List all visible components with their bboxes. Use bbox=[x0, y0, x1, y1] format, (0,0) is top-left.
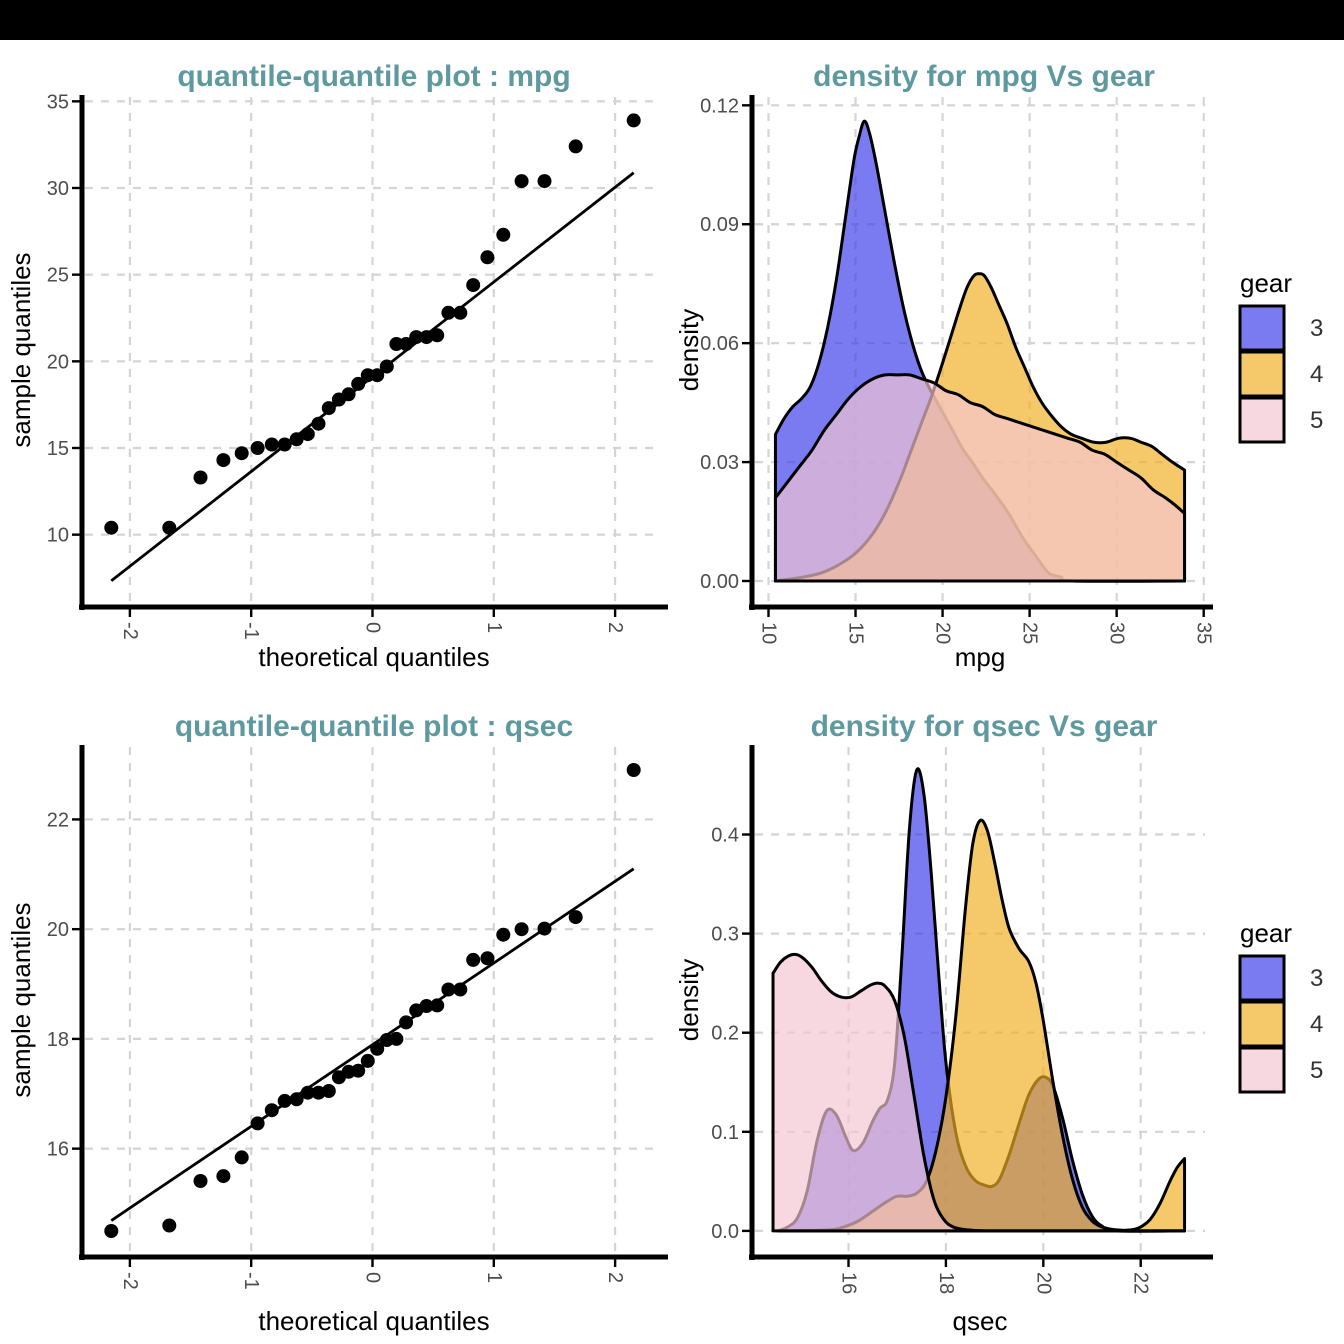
legend-swatch-gear3 bbox=[1238, 304, 1286, 352]
legend-swatch-gear4 bbox=[1238, 350, 1286, 398]
svg-text:30: 30 bbox=[47, 178, 69, 200]
svg-text:-2: -2 bbox=[119, 622, 141, 640]
plot-title: density for qsec Vs gear bbox=[811, 710, 1158, 743]
legend-title: gear bbox=[1240, 918, 1292, 948]
svg-text:18: 18 bbox=[47, 1029, 69, 1051]
svg-text:22: 22 bbox=[47, 809, 69, 831]
svg-text:20: 20 bbox=[47, 351, 69, 373]
density-mpg-plot: 10 15 20 25 30 350.000.030.060.090.12 density… bbox=[674, 60, 1323, 672]
plot-title: quantile-quantile plot : mpg bbox=[177, 60, 570, 93]
svg-text:10: 10 bbox=[758, 622, 780, 644]
svg-text:30: 30 bbox=[1106, 622, 1128, 644]
svg-text:16: 16 bbox=[838, 1272, 860, 1294]
svg-text:0.00: 0.00 bbox=[700, 571, 739, 593]
legend-swatch-gear4 bbox=[1238, 1000, 1286, 1048]
y-axis-title: density bbox=[674, 309, 704, 391]
svg-text:2: 2 bbox=[604, 1272, 626, 1283]
svg-text:15: 15 bbox=[845, 622, 867, 644]
svg-text:-2: -2 bbox=[119, 1272, 141, 1290]
svg-text:0.12: 0.12 bbox=[700, 95, 739, 117]
svg-text:18: 18 bbox=[935, 1272, 957, 1294]
svg-text:20: 20 bbox=[1032, 1272, 1054, 1294]
density-mpg-figure: 10 15 20 25 30 35 0.00 0.03 0.06 0.09 0.12 density… bbox=[672, 40, 1344, 694]
top-bar bbox=[0, 0, 1344, 40]
svg-text:25: 25 bbox=[47, 265, 69, 287]
svg-text:-1: -1 bbox=[240, 622, 262, 640]
svg-text:1: 1 bbox=[483, 1272, 505, 1283]
legend-label-gear5: 5 bbox=[1310, 1057, 1323, 1084]
legend-label-gear3: 3 bbox=[1310, 315, 1323, 342]
density-qsec-plot: 16 18 20 22 0.0 0.1 0.2 0.3 0.4 density for qsec… bbox=[674, 710, 1323, 1336]
y-axis-title: sample quantiles bbox=[6, 902, 36, 1097]
svg-text:1: 1 bbox=[483, 622, 505, 633]
plot-canvas: -2 -1 0 1 2 16 18 20 22 bbox=[47, 745, 668, 1290]
svg-text:20: 20 bbox=[932, 622, 954, 644]
qq-qsec-figure: -2 -1 0 1 2 16 18 20 22 quantile-quantile plot :… bbox=[0, 690, 672, 1344]
svg-text:0.0: 0.0 bbox=[711, 1221, 739, 1243]
plot-canvas: 16 18 20 22 0.0 0.1 0.2 0.3 0.4 bbox=[711, 745, 1213, 1294]
svg-text:35: 35 bbox=[1193, 622, 1215, 644]
svg-text:-1: -1 bbox=[240, 1272, 262, 1290]
svg-text:15: 15 bbox=[47, 438, 69, 460]
svg-text:16: 16 bbox=[47, 1139, 69, 1161]
svg-text:0.03: 0.03 bbox=[700, 452, 739, 474]
legend-label-gear3: 3 bbox=[1310, 965, 1323, 992]
x-axis-title: mpg bbox=[955, 642, 1006, 672]
svg-text:25: 25 bbox=[1019, 622, 1041, 644]
svg-text:0: 0 bbox=[362, 622, 384, 633]
legend-label-gear4: 4 bbox=[1310, 1011, 1323, 1038]
svg-text:0: 0 bbox=[362, 1272, 384, 1283]
legend: gear 3 4 5 bbox=[1238, 918, 1323, 1094]
x-axis-title: theoretical quantiles bbox=[258, 642, 489, 672]
plot-canvas: 10 15 20 25 30 35 0.00 0.03 0.06 0.09 0.12 bbox=[700, 95, 1215, 644]
svg-text:10: 10 bbox=[47, 525, 69, 547]
svg-text:20: 20 bbox=[47, 919, 69, 941]
plot-title: density for mpg Vs gear bbox=[813, 60, 1155, 93]
y-axis-title: sample quantiles bbox=[6, 252, 36, 447]
qq-mpg-plot: -2 -1 0 1 2 10 15 20 25 30 35 quantile-quantile pl… bbox=[6, 60, 668, 672]
x-axis-title: qsec bbox=[953, 1306, 1008, 1336]
svg-text:0.09: 0.09 bbox=[700, 214, 739, 236]
svg-text:35: 35 bbox=[47, 91, 69, 113]
svg-text:0.4: 0.4 bbox=[711, 825, 739, 847]
svg-text:22: 22 bbox=[1130, 1272, 1152, 1294]
svg-text:0.06: 0.06 bbox=[700, 333, 739, 355]
y-axis-title: density bbox=[674, 959, 704, 1041]
svg-text:0.3: 0.3 bbox=[711, 924, 739, 946]
plot-title: quantile-quantile plot : qsec bbox=[175, 710, 573, 743]
x-axis-title: theoretical quantiles bbox=[258, 1306, 489, 1336]
legend-label-gear4: 4 bbox=[1310, 361, 1323, 388]
density-qsec-figure: 16 18 20 22 0.0 0.1 0.2 0.3 0.4 density for qsec… bbox=[672, 690, 1344, 1344]
plot-canvas: -2 -1 0 1 2 10 15 20 25 30 35 bbox=[47, 91, 668, 640]
legend-swatch-gear5 bbox=[1238, 1046, 1286, 1094]
legend-label-gear5: 5 bbox=[1310, 407, 1323, 434]
legend-swatch-gear5 bbox=[1238, 396, 1286, 444]
legend: gear 3 4 5 bbox=[1238, 268, 1323, 444]
qq-qsec-plot: -2 -1 0 1 2 16 18 20 22 quantile-quantile plot :… bbox=[6, 710, 668, 1336]
svg-text:0.1: 0.1 bbox=[711, 1122, 739, 1144]
svg-text:0.2: 0.2 bbox=[711, 1023, 739, 1045]
legend-swatch-gear3 bbox=[1238, 954, 1286, 1002]
svg-text:2: 2 bbox=[604, 622, 626, 633]
legend-title: gear bbox=[1240, 268, 1292, 298]
qq-mpg-figure: -2 -1 0 1 2 10 15 20 25 30 35 quantile-quantile pl… bbox=[0, 40, 672, 694]
